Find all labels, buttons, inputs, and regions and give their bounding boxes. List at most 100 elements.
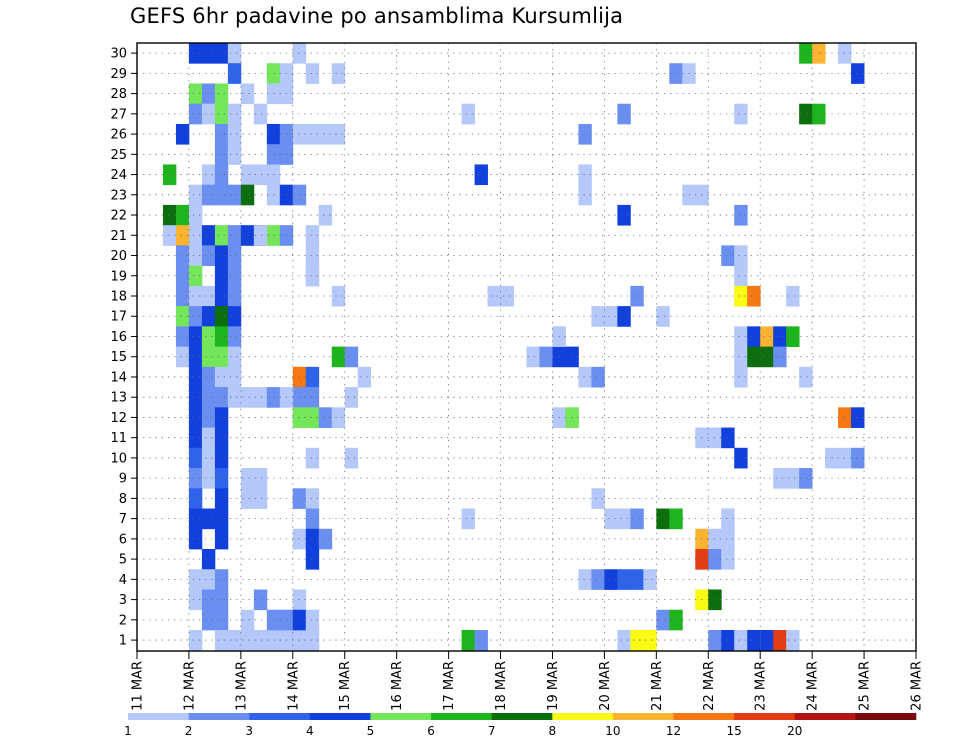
heatmap-cell [799, 103, 813, 125]
heatmap-cell [591, 366, 605, 388]
heatmap-cell [708, 629, 722, 651]
legend-swatch [734, 713, 796, 720]
legend-swatch [855, 713, 917, 720]
heatmap-cell [188, 184, 203, 206]
heatmap-cell [227, 123, 242, 145]
heatmap-cell [578, 123, 592, 145]
heatmap-cell [786, 629, 800, 651]
heatmap-cell [227, 629, 242, 651]
heatmap-cell [630, 629, 644, 651]
legend-label: 5 [367, 724, 375, 738]
heatmap-cell [214, 629, 229, 651]
heatmap-cell [734, 204, 748, 226]
y-tick-label: 14 [110, 370, 127, 385]
heatmap-cell [292, 366, 307, 388]
heatmap-cell [656, 306, 670, 327]
heatmap-cell [474, 629, 488, 651]
heatmap-cell [188, 103, 203, 125]
heatmap-cell [240, 83, 255, 105]
heatmap-cell [292, 123, 307, 145]
x-tick-label: 17 MAR [442, 661, 457, 711]
heatmap-cell [305, 245, 320, 267]
legend-label: 3 [245, 724, 253, 738]
heatmap-cell [227, 225, 242, 246]
heatmap-cell [591, 569, 605, 590]
heatmap-cell [214, 326, 229, 347]
heatmap-cell [214, 508, 229, 530]
y-tick-label: 26 [110, 128, 127, 143]
heatmap-cell [630, 569, 644, 590]
heatmap-cell [175, 265, 190, 287]
y-tick-label: 20 [110, 249, 127, 264]
heatmap-cell [214, 123, 229, 145]
heatmap-cell [617, 629, 631, 651]
heatmap-cell [175, 346, 190, 368]
heatmap-cell [214, 589, 229, 611]
heatmap-cell [305, 528, 320, 550]
x-tick-label: 23 MAR [754, 661, 769, 711]
legend-label: 20 [787, 724, 802, 738]
y-tick-label: 22 [110, 209, 127, 224]
heatmap-cell [331, 285, 346, 307]
x-tick-label: 26 MAR [910, 661, 925, 711]
heatmap-cell [240, 609, 255, 631]
y-tick-label: 16 [110, 330, 127, 345]
heatmap-cell [331, 407, 346, 428]
heatmap-cell [318, 123, 333, 145]
heatmap-cell [318, 204, 333, 226]
legend-swatch [794, 713, 856, 720]
heatmap-cell [188, 245, 203, 267]
heatmap-cell [617, 204, 631, 226]
heatmap-cell [578, 184, 592, 206]
heatmap-cell [305, 387, 320, 408]
x-tick-label: 16 MAR [390, 661, 405, 711]
heatmap-cell [487, 285, 501, 307]
heatmap-cell [227, 43, 242, 64]
heatmap-cell [773, 468, 787, 489]
heatmap-cell [227, 306, 242, 327]
heatmap-cell [214, 164, 229, 186]
heatmap-cell [656, 508, 670, 530]
x-tick-label: 21 MAR [650, 661, 665, 711]
heatmap-cell [461, 629, 475, 651]
heatmap-cell [175, 285, 190, 307]
heatmap-cell [201, 427, 216, 449]
y-tick-label: 27 [110, 107, 127, 122]
heatmap-cell [214, 346, 229, 368]
heatmap-cell [305, 508, 320, 530]
heatmap-cell [578, 366, 592, 388]
heatmap-cell [201, 366, 216, 388]
x-tick-label: 18 MAR [494, 661, 509, 711]
heatmap-cell [669, 508, 683, 530]
heatmap-cell [201, 569, 216, 590]
heatmap-cell [474, 164, 488, 186]
heatmap-cell [201, 225, 216, 246]
plot-frame [136, 42, 917, 652]
heatmap-cell [188, 427, 203, 449]
heatmap-cell [201, 407, 216, 428]
heatmap-cell [188, 589, 203, 611]
heatmap-cell [851, 407, 865, 428]
heatmap-cell [227, 265, 242, 287]
heatmap-cell [305, 549, 320, 570]
heatmap-cell [188, 43, 203, 64]
heatmap-cell [227, 184, 242, 206]
heatmap-cell [188, 569, 203, 590]
heatmap-cell [643, 569, 657, 590]
heatmap-cell [162, 225, 177, 246]
heatmap-cell [201, 43, 216, 64]
heatmap-cell [214, 407, 229, 428]
heatmap-cell [240, 164, 255, 186]
heatmap-cell [591, 306, 605, 327]
heatmap-cell [214, 488, 229, 509]
heatmap-cell [214, 285, 229, 307]
heatmap-cell [188, 225, 203, 246]
heatmap-cell [188, 326, 203, 347]
x-tick-label: 13 MAR [234, 661, 249, 711]
heatmap-cell [188, 528, 203, 550]
heatmap-cell [188, 366, 203, 388]
heatmap-cell [227, 387, 242, 408]
heatmap-cell [344, 447, 359, 469]
x-tick-label: 11 MAR [131, 661, 146, 711]
